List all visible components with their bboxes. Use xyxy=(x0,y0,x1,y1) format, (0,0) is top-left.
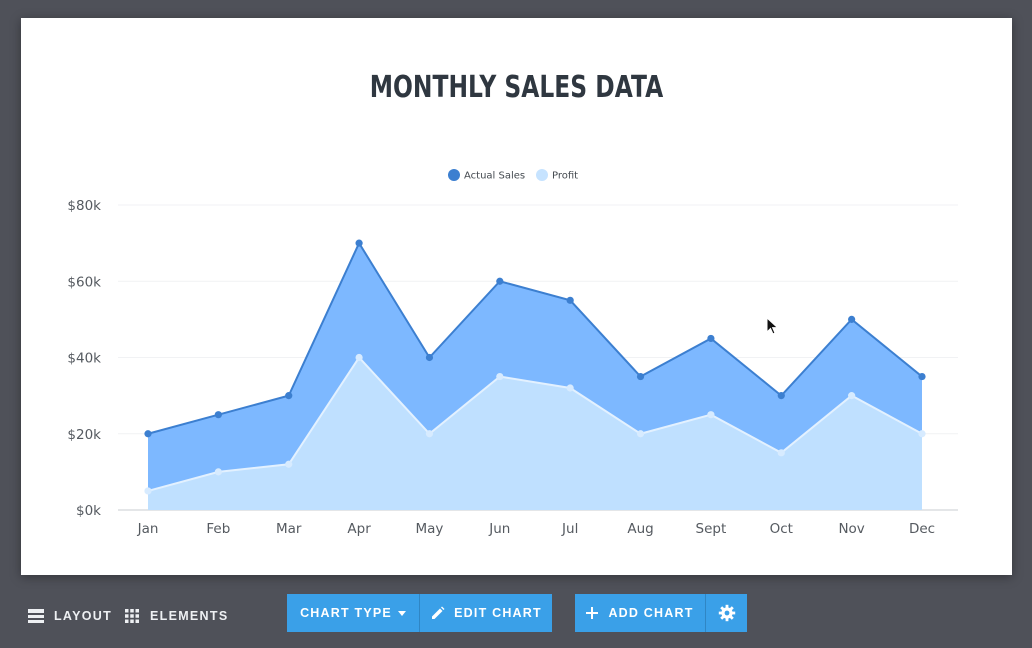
x-tick-label: May xyxy=(415,521,443,537)
legend-marker-actual-sales xyxy=(448,169,460,181)
data-point-profit xyxy=(355,353,363,362)
x-tick-label: Apr xyxy=(347,521,371,537)
chart-edit-group: CHART TYPE EDIT CHART xyxy=(287,594,552,632)
data-point-actual-sales xyxy=(496,277,504,285)
chart-card: MONTHLY SALES DATA $0k $20k $40k $60k $80k Ja… xyxy=(21,18,1012,575)
x-tick-label: Dec xyxy=(909,521,935,537)
chart-add-group: ADD CHART xyxy=(575,594,747,632)
data-point-profit xyxy=(707,411,715,419)
plus-icon xyxy=(586,607,599,619)
x-tick-label: Feb xyxy=(206,521,230,537)
edit-chart-button[interactable]: EDIT CHART xyxy=(419,594,552,632)
legend-marker-profit xyxy=(536,169,548,181)
series-area-profit xyxy=(148,357,922,510)
settings-button[interactable] xyxy=(705,594,747,632)
data-point-actual-sales xyxy=(707,334,715,343)
data-point-profit xyxy=(214,468,222,476)
data-point-actual-sales xyxy=(425,353,434,362)
gear-icon xyxy=(718,604,736,622)
data-point-profit xyxy=(566,384,574,392)
y-tick-label: $60k xyxy=(67,274,101,290)
x-tick-label: Nov xyxy=(838,521,864,537)
x-tick-label: Jan xyxy=(137,521,159,537)
x-tick-label: Jun xyxy=(488,521,510,537)
y-tick-label: $40k xyxy=(67,351,101,367)
layout-icon xyxy=(28,608,44,624)
data-point-actual-sales xyxy=(636,372,645,381)
x-tick-label: Sept xyxy=(696,521,727,537)
chart-type-label: CHART TYPE xyxy=(300,606,392,620)
data-point-profit xyxy=(425,430,434,438)
data-point-profit xyxy=(636,430,645,438)
data-point-profit xyxy=(144,487,152,495)
chart-type-button[interactable]: CHART TYPE xyxy=(287,594,419,632)
caret-down-icon xyxy=(397,610,406,616)
mouse-cursor-icon xyxy=(766,316,780,342)
grid-icon xyxy=(124,608,140,624)
layout-button[interactable]: LAYOUT xyxy=(28,606,112,626)
y-tick-label: $20k xyxy=(67,427,101,443)
bottom-toolbar: LAYOUT ELEMENTS CHART TYPE EDIT CHART xyxy=(0,586,1032,648)
data-point-actual-sales xyxy=(144,430,152,438)
legend-label-actual-sales: Actual Sales xyxy=(464,171,525,182)
data-point-actual-sales xyxy=(355,239,363,247)
data-point-profit xyxy=(848,392,856,400)
data-point-profit xyxy=(285,460,293,468)
pencil-icon xyxy=(430,606,445,621)
y-tick-label: $0k xyxy=(76,503,101,519)
area-chart[interactable]: $0k $20k $40k $60k $80k Jan Feb Mar Apr May Jun Jul… xyxy=(21,18,1012,575)
add-chart-label: ADD CHART xyxy=(608,606,694,620)
data-point-profit xyxy=(918,430,926,438)
add-chart-button[interactable]: ADD CHART xyxy=(575,594,705,632)
data-point-actual-sales xyxy=(285,392,293,400)
chart-title: MONTHLY SALES DATA xyxy=(369,70,664,105)
data-point-actual-sales xyxy=(777,392,785,400)
series-line-profit xyxy=(147,355,923,492)
elements-button[interactable]: ELEMENTS xyxy=(124,606,228,626)
layout-label: LAYOUT xyxy=(54,609,113,623)
data-point-actual-sales xyxy=(214,411,222,419)
x-tick-label: Oct xyxy=(770,521,793,537)
data-point-actual-sales xyxy=(566,296,574,304)
x-tick-label: Aug xyxy=(627,521,653,537)
data-point-actual-sales xyxy=(918,372,926,381)
x-tick-label: Jul xyxy=(561,521,578,537)
series-line-actual-sales xyxy=(147,241,923,435)
data-point-profit xyxy=(496,372,504,381)
data-point-profit xyxy=(777,449,785,457)
data-point-actual-sales xyxy=(848,315,856,323)
y-tick-label: $80k xyxy=(67,198,101,214)
edit-chart-label: EDIT CHART xyxy=(454,606,542,620)
x-tick-label: Mar xyxy=(276,521,302,537)
legend-label-profit: Profit xyxy=(552,171,578,182)
elements-label: ELEMENTS xyxy=(150,609,229,623)
